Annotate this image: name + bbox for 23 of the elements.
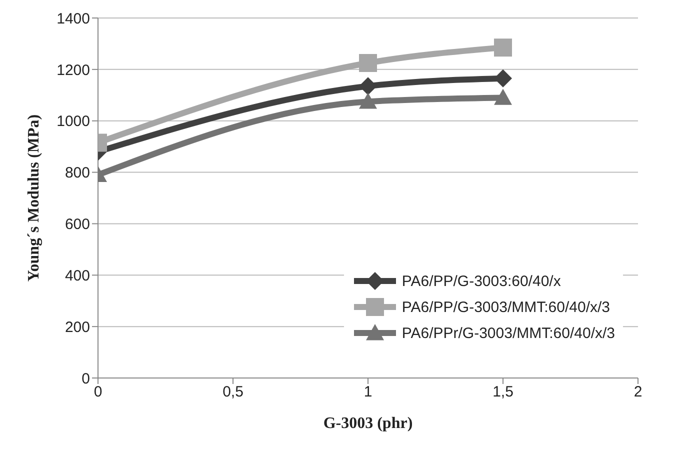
legend-label: PA6/PP/G-3003/MMT:60/40/x/3 — [402, 298, 610, 316]
x-tick-label: 0 — [94, 384, 102, 401]
point — [494, 88, 512, 105]
legend-label: PA6/PPr/G-3003/MMT:60/40/x/3 — [402, 324, 615, 342]
y-tick-label: 1000 — [56, 113, 90, 130]
y-tick-label: 1200 — [56, 62, 90, 79]
y-axis-title: Young´s Modulus (MPa) — [26, 114, 43, 282]
x-tick-label: 0,5 — [222, 384, 244, 401]
x-axis-title: G-3003 (phr) — [323, 415, 413, 432]
y-tick-label: 600 — [64, 216, 90, 234]
point — [494, 38, 512, 57]
point — [359, 77, 377, 96]
x-tick-label: 1,5 — [492, 384, 514, 401]
y-tick-label: 800 — [64, 164, 90, 182]
point — [359, 92, 377, 109]
y-tick-label: 1400 — [56, 10, 90, 28]
y-tick-label: 0 — [82, 370, 90, 388]
y-tick-label: 400 — [64, 267, 90, 284]
x-tick-label: 1 — [364, 384, 372, 401]
x-tick-label: 2 — [634, 384, 642, 401]
point — [359, 54, 377, 72]
legend-label: PA6/PP/G-3003:60/40/x — [402, 272, 561, 290]
y-tick-label: 200 — [64, 318, 90, 336]
